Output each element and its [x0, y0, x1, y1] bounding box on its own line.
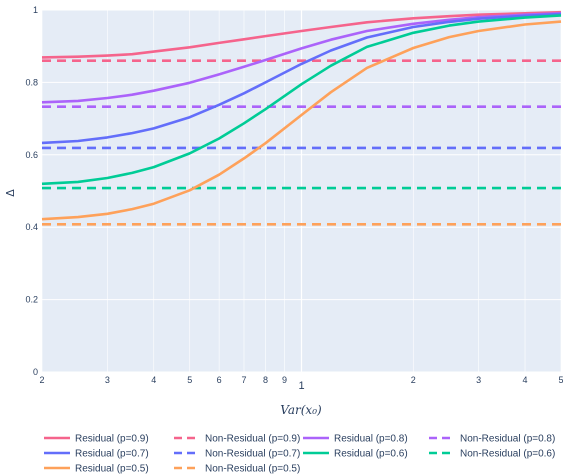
legend-label: Residual (p=0.7)	[75, 449, 149, 460]
y-tick-label: 0.6	[25, 150, 38, 160]
legend-item: Residual (p=0.6)	[303, 449, 408, 460]
legend-item: Non-Residual (p=0.9)	[174, 434, 300, 445]
x-tick-label: 5	[187, 375, 192, 385]
legend-label: Residual (p=0.5)	[75, 464, 149, 474]
x-tick-label: 4	[151, 375, 156, 385]
legend-item: Non-Residual (p=0.5)	[174, 464, 300, 474]
x-tick-label: 7	[241, 375, 246, 385]
legend-item: Residual (p=0.5)	[44, 464, 149, 474]
y-axis-title: Δ	[4, 189, 17, 197]
x-tick-label: 3	[105, 375, 110, 385]
x-tick-label: 9	[282, 375, 287, 385]
y-tick-label: 0.2	[25, 295, 38, 305]
series-line-8	[41, 20, 562, 221]
tick-labels: 0 0.2 0.4 0.6 0.8 1 2 3 4 5 6 7 8 9 1 2 3 4 5	[25, 5, 563, 392]
series-line-0	[41, 10, 562, 59]
legend-label: Non-Residual (p=0.8)	[460, 434, 555, 445]
x-axis-title: Var(x₀)	[280, 403, 322, 417]
series-lines	[41, 10, 562, 226]
legend-label: Residual (p=0.9)	[75, 434, 149, 445]
legend-label: Non-Residual (p=0.5)	[205, 464, 300, 474]
legend-item: Non-Residual (p=0.8)	[429, 434, 555, 445]
legend-item: Residual (p=0.9)	[44, 434, 149, 445]
x-tick-label: 5	[558, 375, 563, 385]
legend-label: Non-Residual (p=0.7)	[205, 449, 300, 460]
x-tick-label: 8	[263, 375, 268, 385]
series-line-2	[41, 12, 562, 104]
legend-label: Non-Residual (p=0.9)	[205, 434, 300, 445]
y-tick-label: 0.8	[25, 77, 38, 87]
legend-item: Residual (p=0.7)	[44, 449, 149, 460]
x-tick-label: 2	[411, 375, 416, 385]
series-line-4	[41, 12, 562, 145]
legend-label: Non-Residual (p=0.6)	[460, 449, 555, 460]
legend-item: Non-Residual (p=0.6)	[429, 449, 555, 460]
legend-item: Residual (p=0.8)	[303, 434, 408, 445]
y-tick-label: 0.4	[25, 222, 38, 232]
y-tick-label: 0	[33, 367, 38, 377]
legend: Residual (p=0.9) Non-Residual (p=0.9) Resi…	[44, 434, 555, 474]
legend-item: Non-Residual (p=0.7)	[174, 449, 300, 460]
x-tick-label: 2	[39, 375, 44, 385]
x-tick-label: 3	[476, 375, 481, 385]
x-tick-label: 1	[298, 380, 304, 392]
legend-label: Residual (p=0.8)	[334, 434, 408, 445]
x-tick-label: 6	[217, 375, 222, 385]
y-tick-label: 1	[33, 5, 38, 15]
legend-label: Residual (p=0.6)	[334, 449, 408, 460]
series-line-6	[41, 14, 562, 186]
x-tick-label: 4	[523, 375, 528, 385]
